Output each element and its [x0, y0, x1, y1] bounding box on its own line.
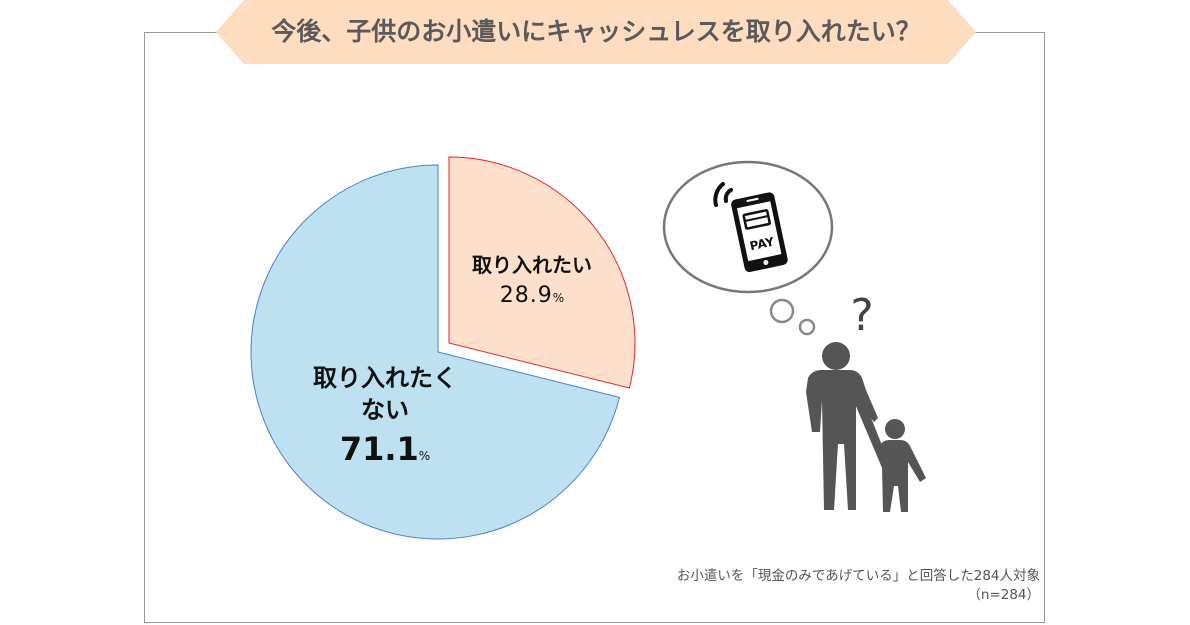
label-no-name-1: 取り入れたく — [313, 364, 457, 392]
thought-dot-small-icon — [798, 318, 816, 336]
label-yes-value: 28.9 — [499, 283, 553, 308]
child-figure-icon — [880, 419, 926, 512]
signal-icon — [713, 182, 733, 207]
footnote-line-2: （n=284） — [967, 587, 1040, 603]
label-yes: 取り入れたい 28.9% — [452, 250, 612, 313]
label-no-unit: % — [418, 449, 431, 463]
title-banner: 今後、子供のお小遣いにキャッシュレスを取り入れたい？ — [216, 0, 976, 64]
label-yes-unit: % — [552, 291, 565, 305]
label-no: 取り入れたく ない 71.1% — [290, 362, 480, 472]
adult-figure-icon — [806, 342, 895, 510]
smartphone-pay-icon: PAY — [731, 192, 788, 272]
footnote: お小遣いを「現金のみであげている」と回答した284人対象 （n=284） — [677, 567, 1040, 605]
pie-slice-yes — [448, 156, 636, 389]
pay-text: PAY — [748, 234, 775, 253]
footnote-line-1: お小遣いを「現金のみであげている」と回答した284人対象 — [676, 568, 1040, 584]
pie-slice-no — [250, 164, 621, 540]
label-yes-name: 取り入れたい — [472, 253, 592, 277]
banner-shape — [216, 0, 976, 64]
thought-dot-large-icon — [769, 298, 795, 324]
label-no-name-2: ない — [361, 396, 409, 424]
label-no-value: 71.1 — [339, 430, 419, 468]
chart-title: 今後、子供のお小遣いにキャッシュレスを取り入れたい？ — [271, 17, 921, 46]
question-mark-icon: ? — [850, 290, 873, 341]
